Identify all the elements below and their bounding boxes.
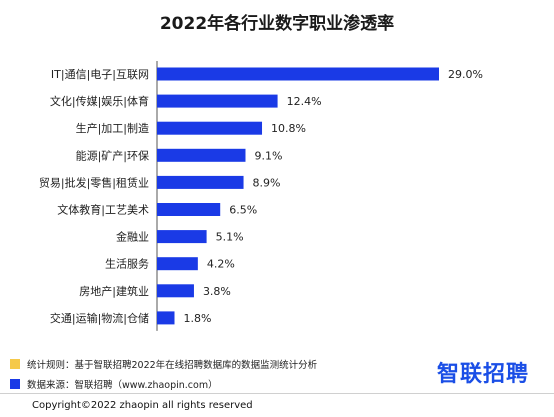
category-label: 交通|运输|物流|仓储 (50, 311, 149, 325)
note-source: 数据来源：智联招聘（www.zhaopin.com） (10, 374, 430, 394)
category-label: 金融业 (116, 230, 149, 244)
note-rule-text: 统计规则：基于智联招聘2022年在线招聘数据库的数据监测统计分析 (27, 360, 318, 371)
value-label: 9.1% (254, 149, 282, 162)
note-source-text: 数据来源：智联招聘（www.zhaopin.com） (27, 380, 218, 391)
yellow-square-icon (10, 359, 20, 369)
value-label: 4.2% (207, 258, 235, 271)
value-label: 10.8% (271, 122, 306, 135)
bar (157, 203, 221, 216)
footnotes: 统计规则：基于智联招聘2022年在线招聘数据库的数据监测统计分析 数据来源：智联… (10, 354, 430, 394)
value-label: 12.4% (287, 95, 322, 108)
value-label: 1.8% (184, 312, 212, 325)
bar (157, 311, 175, 325)
bar (157, 230, 207, 244)
copyright-text: Copyright©2022 zhaopin all rights reserv… (32, 400, 253, 411)
bar (157, 121, 263, 135)
bar (157, 67, 439, 81)
category-label: 生活服务 (105, 257, 149, 271)
category-label: 生产|加工|制造 (76, 121, 149, 135)
blue-square-icon (10, 379, 20, 389)
zhaopin-logo: 智联招聘 (437, 362, 530, 387)
value-label: 29.0% (448, 68, 483, 81)
bar (157, 284, 194, 298)
category-label: 贸易|批发|零售|租赁业 (39, 175, 149, 189)
bar (157, 94, 278, 108)
footer-divider (0, 393, 554, 394)
value-label: 8.9% (253, 176, 281, 189)
category-label: 能源|矿产|环保 (76, 148, 149, 162)
bar (157, 257, 198, 271)
category-label: 文化|传媒|娱乐|体育 (50, 94, 149, 108)
value-label: 5.1% (216, 231, 244, 244)
category-label: IT|通信|电子|互联网 (51, 68, 149, 81)
chart-title: 2022年各行业数字职业渗透率 (159, 14, 395, 34)
bar (157, 175, 244, 189)
note-rule: 统计规则：基于智联招聘2022年在线招聘数据库的数据监测统计分析 (10, 354, 430, 374)
value-label: 6.5% (229, 204, 257, 217)
category-label: 房地产|建筑业 (79, 284, 149, 298)
category-label: 文体教育|工艺美术 (57, 203, 149, 217)
bar (157, 148, 246, 162)
value-label: 3.8% (203, 285, 231, 298)
